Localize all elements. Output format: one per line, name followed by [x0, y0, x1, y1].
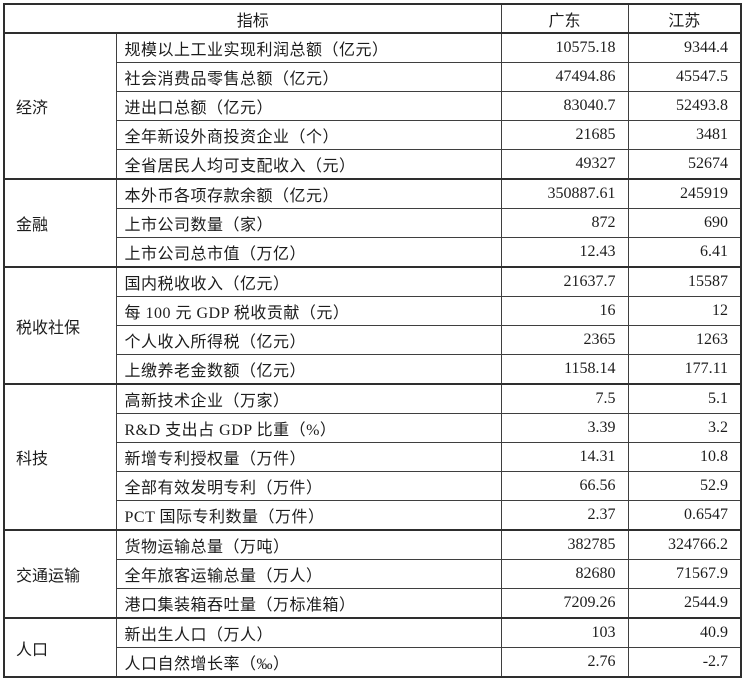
table-row: 个人收入所得税（亿元） 2365 1263: [4, 325, 742, 355]
indicator-cell: 货物运输总量（万吨）: [115, 529, 502, 560]
category-label-transport: 交通运输: [3, 529, 117, 619]
indicator-cell: 上缴养老金数额（亿元）: [115, 354, 502, 385]
table-row: 人口 新出生人口（万人） 103 40.9: [3, 617, 742, 678]
table-row: 社会消费品零售总额（亿元） 47494.86 45547.5: [4, 62, 742, 92]
jiangsu-value: 690: [627, 208, 742, 238]
table-row: 上市公司数量（家） 872 690: [4, 208, 742, 238]
guangdong-value: 103: [500, 617, 629, 648]
indicator-cell: 新增专利授权量（万件）: [115, 442, 502, 472]
indicator-cell: 进出口总额（亿元）: [115, 91, 502, 121]
indicator-cell: 规模以上工业实现利润总额（亿元）: [115, 32, 502, 63]
jiangsu-value: 52674: [627, 149, 742, 180]
guangdong-value: 2.37: [500, 500, 629, 531]
indicator-cell: 上市公司总市值（万亿）: [115, 237, 502, 268]
jiangsu-value: 3.2: [627, 413, 742, 443]
guangdong-value: 21685: [500, 120, 629, 150]
table-row: R&D 支出占 GDP 比重（%） 3.39 3.2: [4, 413, 742, 443]
jiangsu-value: 324766.2: [627, 529, 742, 560]
guangdong-value: 1158.14: [500, 354, 629, 385]
jiangsu-value: 15587: [627, 266, 742, 297]
category-label-population: 人口: [3, 617, 117, 678]
indicator-cell: 高新技术企业（万家）: [115, 383, 502, 414]
guangdong-value: 12.43: [500, 237, 629, 268]
indicator-cell: 本外币各项存款余额（亿元）: [115, 178, 502, 209]
guangdong-value: 872: [500, 208, 629, 238]
jiangsu-value: 177.11: [627, 354, 742, 385]
table-row: 经济 规模以上工业实现利润总额（亿元） 10575.18 9344.4: [3, 32, 742, 180]
table-row: 上缴养老金数额（亿元） 1158.14 177.11: [4, 354, 742, 385]
guangdong-value: 7209.26: [500, 588, 629, 619]
table-row: 科技 高新技术企业（万家） 7.5 5.1: [3, 383, 742, 531]
header-guangdong: 广东: [500, 3, 629, 34]
table-row: 全省居民人均可支配收入（元） 49327 52674: [4, 149, 742, 180]
guangdong-value: 7.5: [500, 383, 629, 414]
guangdong-value: 66.56: [500, 471, 629, 501]
table-row: 交通运输 货物运输总量（万吨） 382785 324766.2: [3, 529, 742, 619]
category-label-finance: 金融: [3, 178, 117, 268]
indicator-cell: 全部有效发明专利（万件）: [115, 471, 502, 501]
guangdong-value: 21637.7: [500, 266, 629, 297]
category-label-economy: 经济: [3, 32, 117, 180]
guangdong-value: 2.76: [500, 647, 629, 678]
jiangsu-value: 0.6547: [627, 500, 742, 531]
guangdong-value: 10575.18: [500, 32, 629, 63]
indicator-cell: 国内税收收入（亿元）: [115, 266, 502, 297]
guangdong-value: 350887.61: [500, 178, 629, 209]
guangdong-value: 82680: [500, 559, 629, 589]
category-label-technology: 科技: [3, 383, 117, 531]
indicator-cell: 社会消费品零售总额（亿元）: [115, 62, 502, 92]
jiangsu-value: 9344.4: [627, 32, 742, 63]
jiangsu-value: 245919: [627, 178, 742, 209]
table-row: 每 100 元 GDP 税收贡献（元） 16 12: [4, 296, 742, 326]
jiangsu-value: 71567.9: [627, 559, 742, 589]
jiangsu-value: 40.9: [627, 617, 742, 648]
jiangsu-value: 52493.8: [627, 91, 742, 121]
table-row: 全部有效发明专利（万件） 66.56 52.9: [4, 471, 742, 501]
indicator-cell: PCT 国际专利数量（万件）: [115, 500, 502, 531]
indicator-cell: 港口集装箱吞吐量（万标准箱）: [115, 588, 502, 619]
header-jiangsu: 江苏: [627, 3, 742, 34]
guangdong-value: 14.31: [500, 442, 629, 472]
province-comparison-table: 指标 广东 江苏 经济 规模以上工业实现利润总额（亿元） 10575.18 93…: [3, 3, 743, 678]
jiangsu-value: -2.7: [627, 647, 742, 678]
jiangsu-value: 45547.5: [627, 62, 742, 92]
indicator-cell: 全年旅客运输总量（万人）: [115, 559, 502, 589]
jiangsu-value: 1263: [627, 325, 742, 355]
jiangsu-value: 3481: [627, 120, 742, 150]
jiangsu-value: 10.8: [627, 442, 742, 472]
guangdong-value: 83040.7: [500, 91, 629, 121]
jiangsu-value: 52.9: [627, 471, 742, 501]
indicator-cell: 人口自然增长率（‰）: [115, 647, 502, 678]
table-row: 新增专利授权量（万件） 14.31 10.8: [4, 442, 742, 472]
table-row: 上市公司总市值（万亿） 12.43 6.41: [4, 237, 742, 268]
indicator-cell: 全年新设外商投资企业（个）: [115, 120, 502, 150]
table-row: 港口集装箱吞吐量（万标准箱） 7209.26 2544.9: [4, 588, 742, 619]
header-indicator: 指标: [3, 3, 502, 34]
guangdong-value: 47494.86: [500, 62, 629, 92]
jiangsu-value: 2544.9: [627, 588, 742, 619]
guangdong-value: 49327: [500, 149, 629, 180]
indicator-cell: 新出生人口（万人）: [115, 617, 502, 648]
table-row: 金融 本外币各项存款余额（亿元） 350887.61 245919: [3, 178, 742, 268]
category-label-tax-social: 税收社保: [3, 266, 117, 385]
jiangsu-value: 6.41: [627, 237, 742, 268]
guangdong-value: 2365: [500, 325, 629, 355]
table-row: 进出口总额（亿元） 83040.7 52493.8: [4, 91, 742, 121]
jiangsu-value: 5.1: [627, 383, 742, 414]
indicator-cell: 上市公司数量（家）: [115, 208, 502, 238]
table-row: 全年旅客运输总量（万人） 82680 71567.9: [4, 559, 742, 589]
table-row: 税收社保 国内税收收入（亿元） 21637.7 15587: [3, 266, 742, 385]
header-row: 指标 广东 江苏: [3, 3, 742, 34]
indicator-cell: 全省居民人均可支配收入（元）: [115, 149, 502, 180]
guangdong-value: 382785: [500, 529, 629, 560]
jiangsu-value: 12: [627, 296, 742, 326]
guangdong-value: 16: [500, 296, 629, 326]
indicator-cell: 每 100 元 GDP 税收贡献（元）: [115, 296, 502, 326]
table-row: 全年新设外商投资企业（个） 21685 3481: [4, 120, 742, 150]
guangdong-value: 3.39: [500, 413, 629, 443]
indicator-cell: 个人收入所得税（亿元）: [115, 325, 502, 355]
indicator-cell: R&D 支出占 GDP 比重（%）: [115, 413, 502, 443]
